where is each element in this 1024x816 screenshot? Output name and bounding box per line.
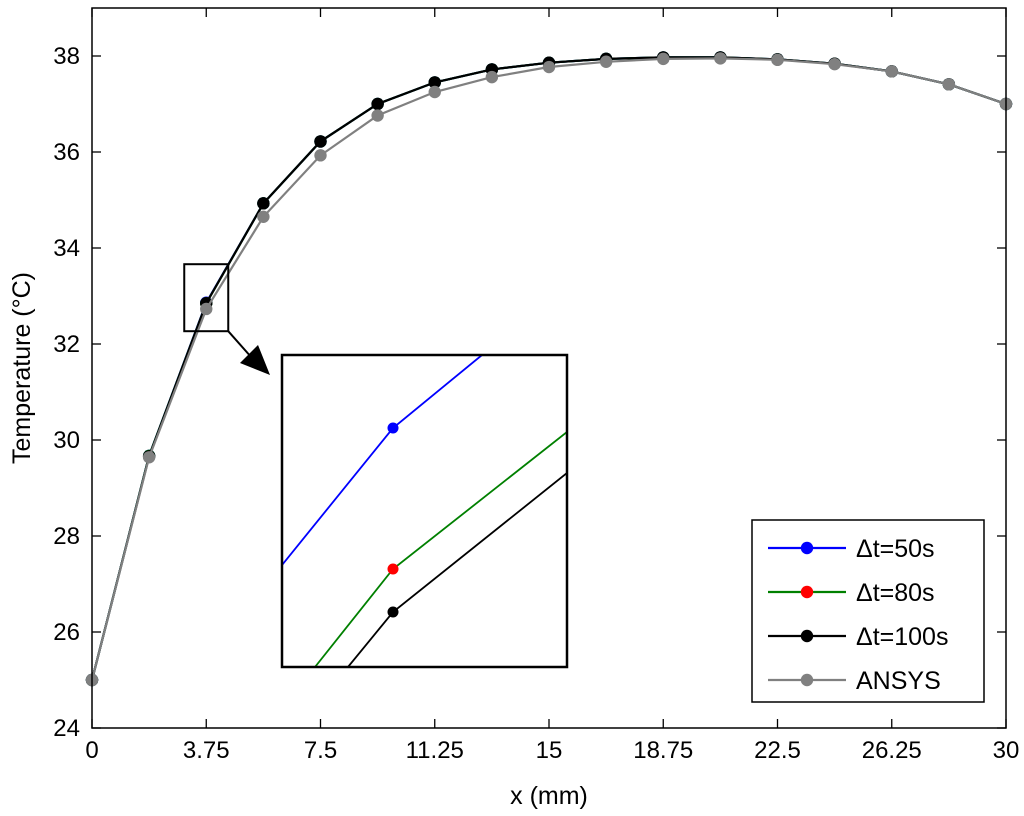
x-tick-label: 0 [85, 737, 98, 764]
legend-entry-dtt-80s: Δt=80s [768, 579, 935, 607]
data-point-dtt-100s [257, 197, 270, 210]
data-point-ansys [257, 210, 270, 223]
inset-plot [280, 353, 569, 669]
data-point-ansys [942, 78, 956, 91]
data-point-ansys [314, 149, 327, 162]
inset-series [282, 355, 567, 667]
legend-label: Δt=50s [856, 535, 935, 563]
y-axis-title: Temperature (°C) [8, 272, 36, 464]
legend-label: ANSYS [856, 667, 941, 695]
legend-swatch-marker [800, 541, 814, 555]
legend-entry-dtt-50s: Δt=50s [768, 535, 935, 563]
data-point-ansys [657, 52, 670, 66]
data-point-dtt-100s [314, 135, 327, 148]
inset-point-dtt-100s [387, 606, 399, 618]
legend-swatch-marker [800, 585, 814, 599]
data-point-ansys [771, 53, 784, 67]
legend-label: Δt=80s [856, 579, 935, 607]
x-tick-label: 3.75 [183, 737, 230, 764]
data-point-ansys [714, 52, 727, 65]
legend-swatch-marker [800, 673, 814, 687]
x-tick-label: 11.25 [406, 737, 464, 764]
axes-layer: 0 3.75 7.5 11.25 15 18.75 22.5 26.25 30 24 26 28 30 3… [53, 7, 1020, 764]
y-tick-label: 34 [53, 235, 80, 262]
y-tick-label: 26 [53, 619, 80, 646]
y-tick-label: 28 [53, 523, 80, 550]
data-point-ansys [200, 302, 213, 316]
data-point-ansys [428, 85, 441, 99]
data-point-dtt-100s [428, 76, 441, 89]
inset-frame [280, 353, 569, 669]
zoom-arrow-head [240, 345, 270, 375]
legend-label: Δt=100s [856, 623, 948, 651]
legend-entry-ansys: ANSYS [768, 667, 941, 695]
data-point-ansys [828, 57, 841, 71]
y-tick-label: 32 [53, 331, 80, 358]
legend-box [751, 519, 985, 703]
x-tick-label: 18.75 [633, 737, 693, 764]
data-point-ansys [142, 451, 156, 464]
y-tick-label: 30 [53, 427, 80, 454]
data-point-ansys [542, 60, 556, 74]
inset-point-dtt-80s [387, 563, 399, 575]
data-point-ansys [371, 109, 384, 122]
legend: Δt=50s Δt=80s Δt=100s ANSYS [751, 519, 985, 703]
zoom-arrow-shaft [227, 330, 253, 359]
data-point-ansys [885, 65, 898, 78]
data-point-dtt-100s [371, 97, 384, 111]
zoom-box [183, 263, 230, 333]
x-tick-label: 26.25 [862, 737, 922, 764]
series-ansys [85, 52, 1013, 687]
series-layer [85, 51, 1013, 687]
inset-point-dtt-50s [387, 422, 399, 434]
x-axis-title: x (mm) [510, 782, 588, 810]
legend-entry-dtt-100s: Δt=100s [768, 623, 948, 651]
x-tick-label: 30 [993, 737, 1020, 764]
y-tick-label: 38 [53, 43, 80, 70]
y-tick-label: 36 [53, 139, 80, 166]
legend-swatch-marker [800, 629, 814, 643]
zoom-indicator [183, 263, 270, 375]
x-tick-label: 22.5 [754, 737, 801, 764]
data-point-ansys [485, 70, 499, 84]
x-tick-label: 15 [536, 737, 563, 764]
data-point-ansys [599, 55, 613, 68]
x-tick-label: 7.5 [304, 737, 337, 764]
y-tick-label: 24 [53, 715, 80, 742]
